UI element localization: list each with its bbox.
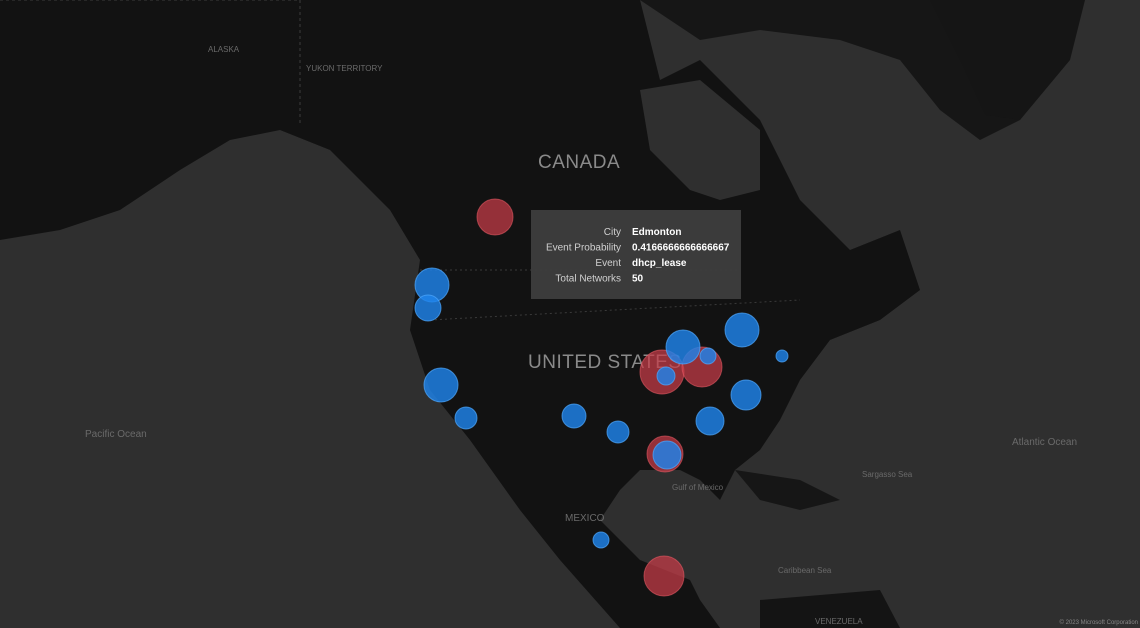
bubble[interactable] [724,312,760,348]
country-label: CANADA [538,152,620,173]
copyright: © 2023 Microsoft Corporation [1060,619,1138,626]
bubble[interactable] [476,198,514,236]
bubble[interactable] [656,366,676,386]
bubble[interactable] [775,349,789,363]
country-label: MEXICO [565,513,605,524]
south-america [760,590,900,628]
bubble[interactable] [606,420,630,444]
bubble[interactable] [561,403,587,429]
country-label: VENEZUELA [815,617,863,626]
hudson-bay [640,80,760,200]
sea-label: Caribbean Sea [778,566,832,575]
tooltip-label: Event [595,258,621,269]
tooltip-value: Edmonton [632,227,681,238]
greenland [930,0,1085,120]
sea-label: Gulf of Mexico [672,483,724,492]
tooltip-label: Total Networks [555,274,621,285]
bubble[interactable] [730,379,762,411]
caribbean-islands [735,470,840,510]
bubble[interactable] [652,440,682,470]
region-label: ALASKA [208,45,240,54]
tooltip-label: City [604,227,621,238]
tooltip: City Edmonton Event Probability 0.416666666… [531,210,741,299]
bubbles [414,198,789,597]
bubble[interactable] [699,347,717,365]
tooltip-value: 50 [632,274,644,285]
tooltip-value: 0.4166666666666667 [632,243,730,254]
bubble[interactable] [592,531,610,549]
tooltip-label: Event Probability [546,243,621,254]
region-label: YUKON TERRITORY [306,64,383,73]
tooltip-value: dhcp_lease [632,258,687,269]
ocean-label: Pacific Ocean [85,429,147,440]
ocean-label: Atlantic Ocean [1012,437,1077,448]
tooltip-box [531,210,741,299]
bubble[interactable] [423,367,459,403]
bubble[interactable] [643,555,685,597]
bubble[interactable] [414,294,442,322]
sea-label: Sargasso Sea [862,470,913,479]
bubble[interactable] [454,406,478,430]
bubble[interactable] [665,329,701,365]
bubble[interactable] [695,406,725,436]
